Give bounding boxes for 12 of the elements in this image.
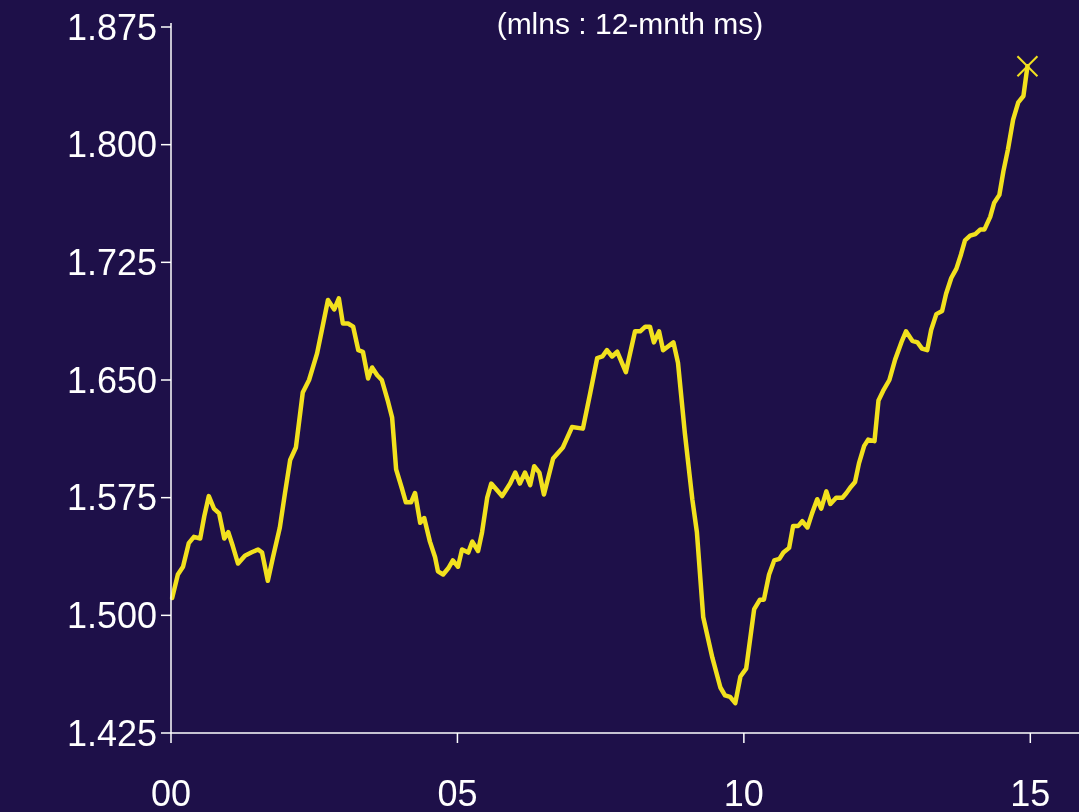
y-tick-label: 1.425 <box>66 712 157 754</box>
y-tick-label: 1.575 <box>66 477 157 519</box>
x-tick-label: 05 <box>437 773 478 812</box>
y-tick-label: 1.875 <box>66 6 157 48</box>
y-tick-label: 1.800 <box>66 124 157 166</box>
y-tick-label: 1.650 <box>66 359 157 401</box>
y-tick-label: 1.725 <box>66 241 157 283</box>
x-tick-label: 00 <box>150 773 192 812</box>
x-tick-label: 15 <box>1010 773 1051 812</box>
chart-title: (mlns : 12-mnth ms) <box>496 7 764 40</box>
y-tick-label: 1.500 <box>66 594 157 636</box>
x-tick-label: 10 <box>723 773 764 812</box>
